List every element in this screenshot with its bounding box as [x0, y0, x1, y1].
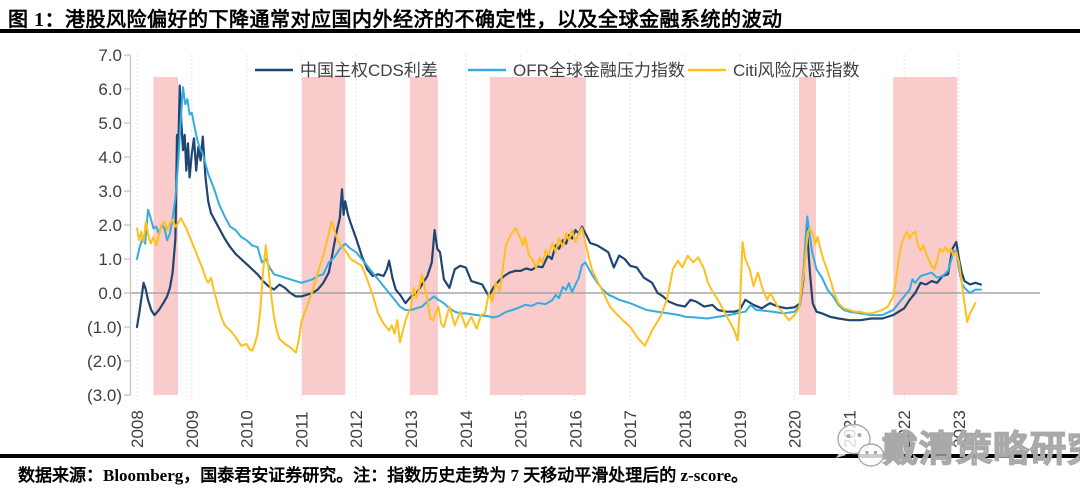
legend-label: OFR全球金融压力指数 [513, 61, 685, 80]
highlight-bands [153, 77, 958, 395]
y-tick-label: (1.0) [87, 318, 122, 337]
x-tick-label-2022: 2022 [895, 410, 914, 448]
series-line-3 [136, 217, 977, 354]
source-note: 数据来源：Bloomberg，国泰君安证券研究。注：指数历史走势为 7 天移动平… [18, 466, 749, 485]
legend-item-3: Citi风险厌恶指数 [688, 61, 860, 80]
x-tick-label-2023: 2023 [950, 410, 969, 448]
y-tick-label: (2.0) [87, 352, 122, 371]
x-tick-label-2012: 2012 [347, 410, 366, 448]
y-tick-label: 3.0 [98, 182, 122, 201]
y-axis [124, 54, 132, 396]
x-tick-label-2018: 2018 [676, 410, 695, 448]
figure-title: 图 1：港股风险偏好的下降通常对应国内外经济的不确定性，以及全球金融系统的波动 [8, 9, 783, 31]
legend-label: 中国主权CDS利差 [300, 61, 438, 80]
title-divider-rule [0, 29, 1080, 33]
y-tick-label: 5.0 [98, 114, 122, 133]
legend: 中国主权CDS利差 OFR全球金融压力指数 Citi风险厌恶指数 [255, 61, 860, 80]
y-tick-label: (3.0) [87, 386, 122, 405]
y-tick-label: 2.0 [98, 216, 122, 235]
watermark-text: 戴清策略研究 [882, 429, 1080, 469]
x-tick-label-2014: 2014 [457, 410, 476, 448]
x-tick-label-2010: 2010 [238, 410, 257, 448]
wechat-logo-icon [836, 423, 885, 469]
y-tick-label: 7.0 [98, 46, 122, 65]
series-line-2 [136, 86, 982, 320]
x-tick-label-2017: 2017 [621, 410, 640, 448]
watermark: 戴清策略研究 [836, 423, 1080, 470]
x-tick-label-2015: 2015 [512, 410, 531, 448]
risk-off-band-6 [893, 77, 958, 395]
y-tick-label: 1.0 [98, 250, 122, 269]
legend-item-1: 中国主权CDS利差 [255, 61, 438, 80]
risk-off-band-4 [489, 77, 586, 395]
y-tick-label: 4.0 [98, 148, 122, 167]
x-tick-label-2009: 2009 [183, 410, 202, 448]
figure-bottom-rule [0, 454, 1080, 458]
y-tick-label: 0.0 [98, 284, 122, 303]
legend-item-2: OFR全球金融压力指数 [468, 61, 685, 80]
x-tick-label-2011: 2011 [292, 411, 311, 448]
y-axis-labels: 7.0 6.0 5.0 4.0 3.0 2.0 1.0 0.0 (1.0) (2.0) (3.0) [87, 46, 122, 405]
legend-label: Citi风险厌恶指数 [733, 61, 860, 80]
x-tick-label-2016: 2016 [566, 410, 585, 448]
risk-off-band-2 [301, 77, 346, 395]
series-lines [135, 84, 983, 354]
x-axis-labels: 2008 2009 2010 2011 2012 2013 2014 2015 2016 2017… [128, 410, 969, 448]
x-tick-label-2020: 2020 [786, 410, 805, 448]
x-tick-label-2013: 2013 [402, 410, 421, 448]
x-tick-label-2019: 2019 [731, 410, 750, 448]
x-tick-label-2008: 2008 [128, 410, 147, 448]
y-tick-label: 6.0 [98, 80, 122, 99]
